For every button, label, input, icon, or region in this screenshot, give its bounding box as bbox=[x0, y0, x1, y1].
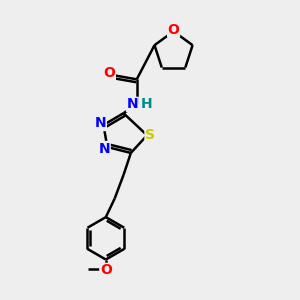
Text: H: H bbox=[140, 98, 152, 111]
Text: S: S bbox=[145, 128, 155, 142]
Text: O: O bbox=[100, 263, 112, 278]
Text: O: O bbox=[103, 66, 115, 80]
Text: N: N bbox=[98, 142, 110, 155]
Text: O: O bbox=[168, 23, 179, 37]
Text: N: N bbox=[95, 116, 106, 130]
Text: N: N bbox=[127, 98, 138, 111]
